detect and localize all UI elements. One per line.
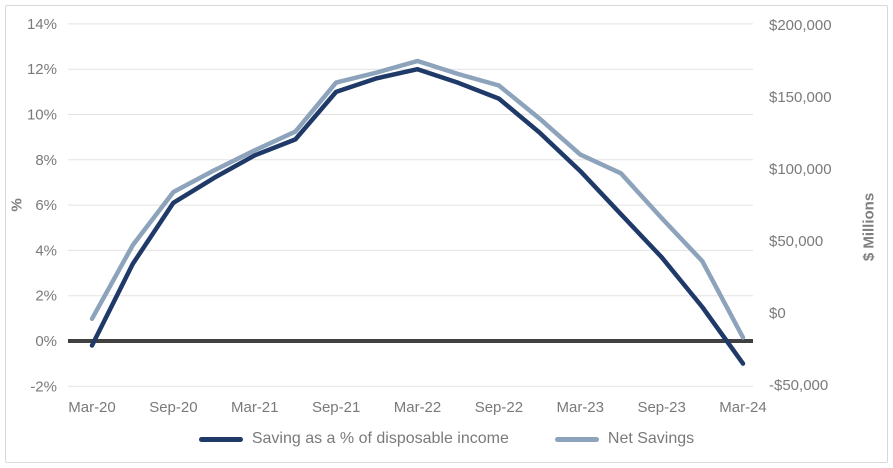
left-axis-tick-label: 12% bbox=[27, 61, 57, 78]
right-axis-tick-label: $100,000 bbox=[769, 161, 832, 178]
legend-label-saving-pct: Saving as a % of disposable income bbox=[251, 430, 509, 447]
x-axis-tick-label: Mar-22 bbox=[394, 399, 442, 416]
legend-item-net-savings: Net Savings bbox=[554, 430, 695, 448]
left-axis-title: % bbox=[8, 198, 26, 212]
legend-line-swatch-net-savings bbox=[554, 436, 599, 442]
x-axis-tick-label: Sep-22 bbox=[475, 399, 523, 416]
x-axis-tick-label: Sep-20 bbox=[149, 399, 197, 416]
legend-item-saving-pct: Saving as a % of disposable income bbox=[198, 430, 509, 448]
x-axis-tick-label: Sep-21 bbox=[312, 399, 360, 416]
right-axis-tick-label: $150,000 bbox=[769, 89, 832, 106]
right-axis-title: $ Millions bbox=[860, 192, 878, 262]
x-axis-tick-label: Mar-21 bbox=[231, 399, 279, 416]
legend-label-net-savings: Net Savings bbox=[607, 430, 695, 447]
left-axis-tick-label: -2% bbox=[30, 378, 57, 395]
left-axis-tick-label: 10% bbox=[27, 107, 57, 124]
right-axis-tick-label: -$50,000 bbox=[769, 377, 828, 394]
left-axis-tick-label: 0% bbox=[35, 333, 57, 350]
left-axis-tick-label: 8% bbox=[35, 152, 57, 169]
right-axis-tick-label: $200,000 bbox=[769, 17, 832, 34]
right-axis-tick-label: $0 bbox=[769, 305, 786, 322]
x-axis-tick-label: Mar-20 bbox=[68, 399, 116, 416]
legend-line-swatch-saving-pct bbox=[198, 436, 243, 442]
x-axis-tick-label: Mar-24 bbox=[719, 399, 767, 416]
series-line-saving-pct bbox=[89, 66, 746, 366]
right-axis-tick-label: $50,000 bbox=[769, 233, 823, 250]
x-axis-tick-label: Mar-23 bbox=[556, 399, 604, 416]
left-axis-tick-label: 2% bbox=[35, 288, 57, 305]
legend: Saving as a % of disposable income Net S… bbox=[0, 430, 893, 448]
series-line-net-savings bbox=[89, 58, 746, 340]
left-axis-tick-label: 6% bbox=[35, 197, 57, 214]
left-axis-tick-label: 14% bbox=[27, 16, 57, 33]
left-axis-tick-label: 4% bbox=[35, 242, 57, 259]
x-axis-tick-label: Sep-23 bbox=[637, 399, 685, 416]
